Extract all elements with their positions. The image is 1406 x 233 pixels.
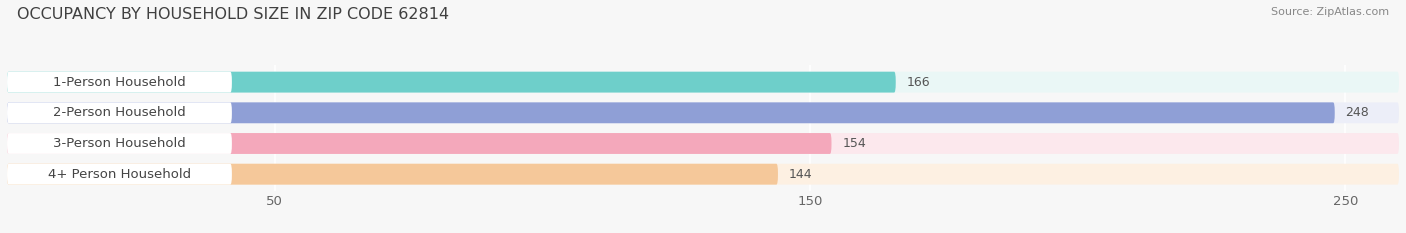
FancyBboxPatch shape: [7, 164, 1399, 185]
FancyBboxPatch shape: [7, 72, 896, 93]
FancyBboxPatch shape: [7, 102, 232, 123]
Text: Source: ZipAtlas.com: Source: ZipAtlas.com: [1271, 7, 1389, 17]
FancyBboxPatch shape: [7, 102, 1399, 123]
FancyBboxPatch shape: [7, 164, 778, 185]
Text: OCCUPANCY BY HOUSEHOLD SIZE IN ZIP CODE 62814: OCCUPANCY BY HOUSEHOLD SIZE IN ZIP CODE …: [17, 7, 449, 22]
Text: 154: 154: [842, 137, 866, 150]
Text: 3-Person Household: 3-Person Household: [53, 137, 186, 150]
Text: 248: 248: [1346, 106, 1369, 119]
Text: 166: 166: [907, 76, 929, 89]
FancyBboxPatch shape: [7, 133, 232, 154]
FancyBboxPatch shape: [7, 133, 1399, 154]
Text: 2-Person Household: 2-Person Household: [53, 106, 186, 119]
FancyBboxPatch shape: [7, 164, 232, 185]
Text: 144: 144: [789, 168, 813, 181]
Text: 1-Person Household: 1-Person Household: [53, 76, 186, 89]
FancyBboxPatch shape: [7, 72, 232, 93]
FancyBboxPatch shape: [7, 133, 831, 154]
FancyBboxPatch shape: [7, 72, 1399, 93]
FancyBboxPatch shape: [7, 102, 1334, 123]
Text: 4+ Person Household: 4+ Person Household: [48, 168, 191, 181]
